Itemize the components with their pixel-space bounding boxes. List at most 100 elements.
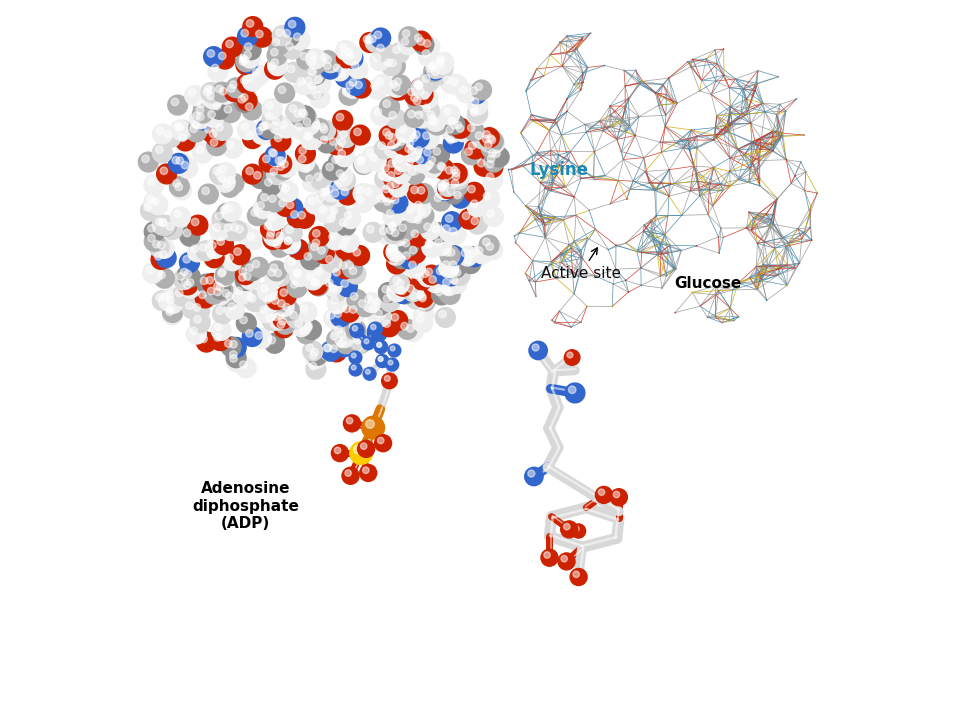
- Point: [552, 159, 567, 171]
- Circle shape: [222, 290, 230, 297]
- Circle shape: [468, 250, 475, 257]
- Point: [633, 280, 649, 291]
- Circle shape: [182, 299, 202, 319]
- Circle shape: [169, 154, 188, 173]
- Circle shape: [388, 142, 395, 149]
- Circle shape: [349, 351, 362, 364]
- Point: [724, 118, 740, 130]
- Circle shape: [303, 118, 311, 125]
- Circle shape: [414, 97, 420, 105]
- Circle shape: [306, 65, 325, 85]
- Point: [680, 56, 696, 67]
- Circle shape: [369, 154, 377, 161]
- Circle shape: [311, 348, 319, 356]
- Circle shape: [342, 258, 363, 278]
- Circle shape: [408, 147, 416, 155]
- Circle shape: [257, 202, 265, 210]
- Circle shape: [211, 285, 230, 305]
- Circle shape: [346, 52, 354, 59]
- Circle shape: [287, 278, 307, 297]
- Circle shape: [412, 78, 431, 98]
- Circle shape: [338, 185, 358, 205]
- Circle shape: [470, 200, 478, 207]
- Circle shape: [378, 282, 398, 302]
- Circle shape: [483, 240, 503, 260]
- Circle shape: [414, 305, 433, 325]
- Circle shape: [207, 136, 226, 156]
- Point: [768, 195, 784, 206]
- Point: [647, 185, 662, 196]
- Circle shape: [442, 261, 450, 268]
- Circle shape: [350, 442, 372, 464]
- Point: [775, 232, 791, 244]
- Circle shape: [228, 302, 235, 310]
- Circle shape: [611, 489, 627, 506]
- Circle shape: [336, 239, 356, 259]
- Circle shape: [147, 195, 155, 202]
- Circle shape: [269, 195, 276, 202]
- Point: [657, 229, 672, 240]
- Circle shape: [306, 349, 326, 369]
- Circle shape: [445, 115, 465, 135]
- Circle shape: [336, 334, 356, 354]
- Circle shape: [190, 327, 197, 335]
- Circle shape: [268, 214, 275, 221]
- Circle shape: [283, 198, 303, 218]
- Circle shape: [450, 266, 469, 285]
- Circle shape: [211, 331, 230, 350]
- Point: [750, 65, 765, 76]
- Circle shape: [444, 76, 451, 84]
- Circle shape: [294, 33, 301, 40]
- Circle shape: [286, 42, 293, 50]
- Point: [706, 135, 721, 146]
- Circle shape: [416, 88, 424, 95]
- Circle shape: [261, 193, 269, 201]
- Point: [518, 86, 534, 97]
- Point: [689, 240, 705, 251]
- Point: [743, 118, 759, 129]
- Circle shape: [315, 268, 321, 275]
- Circle shape: [428, 156, 436, 164]
- Point: [659, 88, 674, 100]
- Point: [522, 114, 538, 125]
- Circle shape: [574, 526, 579, 532]
- Circle shape: [342, 235, 350, 243]
- Circle shape: [367, 225, 374, 233]
- Circle shape: [277, 321, 284, 329]
- Circle shape: [447, 187, 455, 195]
- Point: [798, 166, 813, 178]
- Circle shape: [420, 146, 440, 166]
- Point: [721, 82, 737, 93]
- Circle shape: [461, 253, 480, 273]
- Circle shape: [431, 68, 439, 76]
- Circle shape: [282, 40, 302, 59]
- Circle shape: [313, 122, 320, 129]
- Circle shape: [234, 248, 241, 256]
- Circle shape: [190, 313, 210, 333]
- Circle shape: [374, 341, 387, 353]
- Circle shape: [277, 157, 297, 177]
- Circle shape: [212, 82, 232, 102]
- Circle shape: [346, 264, 366, 284]
- Circle shape: [354, 445, 363, 454]
- Circle shape: [316, 203, 336, 223]
- Circle shape: [338, 138, 346, 146]
- Circle shape: [330, 333, 338, 340]
- Circle shape: [273, 160, 293, 180]
- Point: [682, 185, 698, 197]
- Circle shape: [448, 176, 467, 196]
- Circle shape: [374, 31, 381, 39]
- Circle shape: [172, 156, 179, 164]
- Circle shape: [364, 222, 383, 242]
- Circle shape: [289, 105, 297, 113]
- Circle shape: [267, 165, 286, 185]
- Circle shape: [353, 193, 372, 212]
- Circle shape: [384, 242, 404, 262]
- Circle shape: [335, 171, 356, 190]
- Circle shape: [433, 58, 453, 78]
- Circle shape: [323, 62, 331, 69]
- Circle shape: [178, 134, 186, 142]
- Circle shape: [172, 286, 192, 306]
- Circle shape: [299, 155, 306, 163]
- Circle shape: [183, 256, 190, 263]
